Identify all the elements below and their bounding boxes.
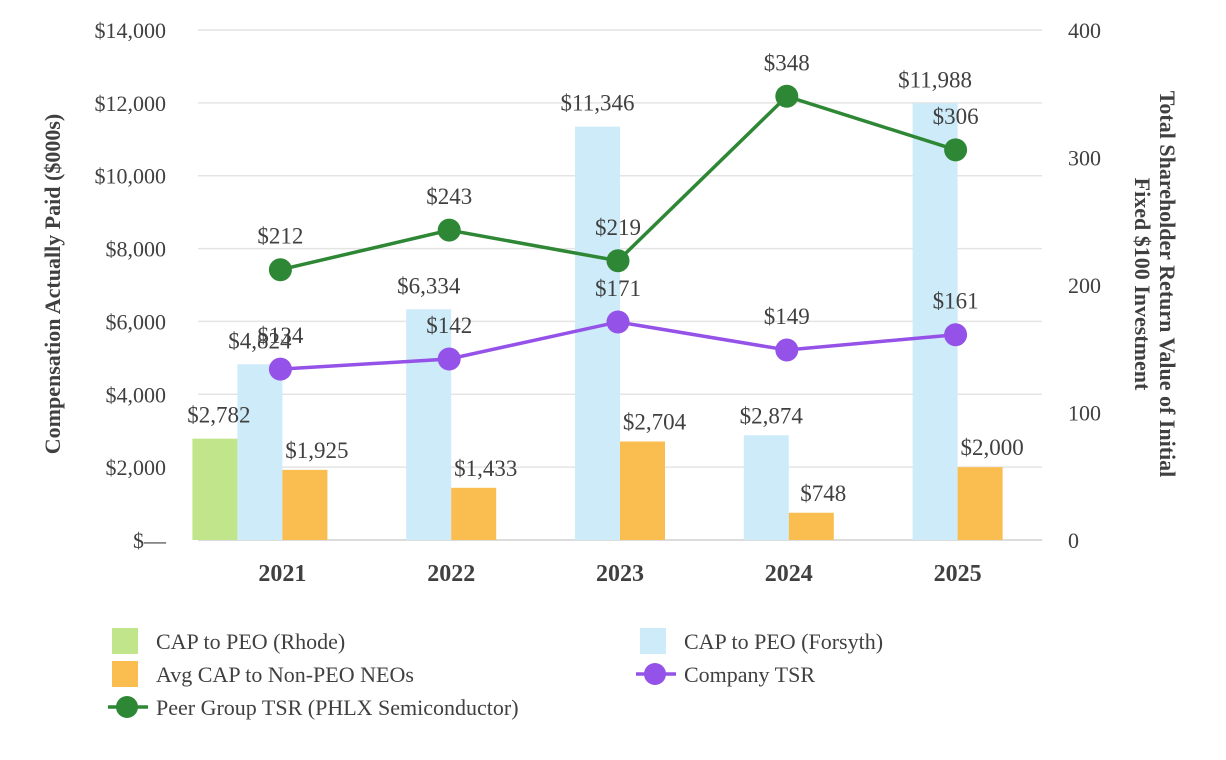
bar-data-label: $2,000 xyxy=(960,435,1023,460)
line-marker xyxy=(775,84,799,108)
line-data-label: $161 xyxy=(933,289,979,314)
line-marker xyxy=(775,338,799,362)
line-data-label: $243 xyxy=(426,184,472,209)
bar-data-label: $748 xyxy=(800,481,846,506)
bar-data-label: $11,988 xyxy=(898,67,972,92)
bar-data-label: $1,925 xyxy=(285,438,348,463)
line-marker xyxy=(437,218,461,242)
y-tick-right: 400 xyxy=(1068,18,1101,43)
legend-marker xyxy=(644,663,666,685)
line-data-label: $142 xyxy=(426,313,472,338)
line-data-label: $219 xyxy=(595,215,641,240)
bar-cap-to-peo-forsyth xyxy=(237,364,283,540)
y-tick-left: $2,000 xyxy=(106,455,167,480)
line-data-label: $306 xyxy=(933,104,979,129)
y-axis-title-right-line2: Fixed $100 Investment xyxy=(1130,178,1155,391)
legend-label: Peer Group TSR (PHLX Semiconductor) xyxy=(156,695,519,720)
legend-label: CAP to PEO (Rhode) xyxy=(156,629,345,654)
tsr-lines xyxy=(268,84,968,381)
x-tick-label: 2021 xyxy=(258,561,306,587)
bar-data-label: $2,874 xyxy=(740,403,804,428)
bar-avg-cap-to-non-peo-neos xyxy=(451,487,497,540)
line-marker xyxy=(944,138,968,162)
axes: Compensation Actually Paid ($000s) Total… xyxy=(40,18,1180,587)
line-data-label: $212 xyxy=(257,224,303,249)
line-marker xyxy=(606,249,630,273)
bar-cap-to-peo-rhode xyxy=(192,438,238,540)
y-tick-right: 100 xyxy=(1068,401,1101,426)
x-tick-label: 2025 xyxy=(934,561,982,587)
bar-data-label: $2,704 xyxy=(623,409,687,434)
line-data-label: $171 xyxy=(595,276,641,301)
line-data-label: $149 xyxy=(764,304,810,329)
legend-swatch xyxy=(112,661,138,687)
line-data-label: $134 xyxy=(257,323,304,348)
bar-avg-cap-to-non-peo-neos xyxy=(957,467,1003,540)
line-marker xyxy=(268,357,292,381)
y-tick-left: $6,000 xyxy=(106,309,167,334)
bar-avg-cap-to-non-peo-neos xyxy=(282,469,328,540)
bars xyxy=(192,103,1003,541)
y-tick-left: $10,000 xyxy=(95,164,167,189)
bar-avg-cap-to-non-peo-neos xyxy=(620,441,665,540)
line-marker xyxy=(944,323,968,347)
legend-marker xyxy=(116,696,138,718)
bar-data-label: $1,433 xyxy=(454,456,517,481)
y-tick-right: 300 xyxy=(1068,146,1101,171)
y-tick-left: $4,000 xyxy=(106,382,167,407)
x-tick-label: 2022 xyxy=(427,561,475,587)
y-axis-title-left: Compensation Actually Paid ($000s) xyxy=(40,114,65,454)
line-marker xyxy=(606,310,630,334)
y-tick-left: $14,000 xyxy=(95,18,167,43)
bar-data-label: $2,782 xyxy=(187,403,250,428)
data-labels: $2,782 $4,824 $6,334 $11,346 $2,874 $11,988 $1… xyxy=(187,50,1023,505)
legend-swatch xyxy=(640,628,666,654)
legend-label: CAP to PEO (Forsyth) xyxy=(684,629,883,654)
line-marker xyxy=(437,347,461,371)
y-tick-right: 200 xyxy=(1068,273,1101,298)
bar-cap-to-peo-forsyth xyxy=(743,435,789,540)
bar-avg-cap-to-non-peo-neos xyxy=(788,512,834,540)
bar-data-label: $11,346 xyxy=(561,91,635,116)
x-tick-label: 2023 xyxy=(596,561,644,587)
bar-data-label: $6,334 xyxy=(397,273,461,298)
legend: CAP to PEO (Rhode) CAP to PEO (Forsyth) Av… xyxy=(108,628,883,720)
y-tick-left: $8,000 xyxy=(106,237,167,262)
bar-data-label: $4,824 xyxy=(228,328,292,353)
line-marker xyxy=(268,258,292,282)
line-data-label: $348 xyxy=(764,50,810,75)
y-tick-left: $— xyxy=(133,528,167,553)
x-tick-label: 2024 xyxy=(765,561,813,587)
legend-label: Company TSR xyxy=(684,662,815,687)
legend-label: Avg CAP to Non-PEO NEOs xyxy=(156,662,414,687)
y-axis-title-right-line1: Total Shareholder Return Value of Initia… xyxy=(1155,91,1180,478)
y-tick-right: 0 xyxy=(1068,528,1079,553)
bar-cap-to-peo-forsyth xyxy=(575,126,620,540)
y-tick-left: $12,000 xyxy=(95,91,167,116)
bar-cap-to-peo-forsyth xyxy=(912,103,958,541)
legend-swatch xyxy=(112,628,138,654)
bar-cap-to-peo-forsyth xyxy=(406,309,452,540)
